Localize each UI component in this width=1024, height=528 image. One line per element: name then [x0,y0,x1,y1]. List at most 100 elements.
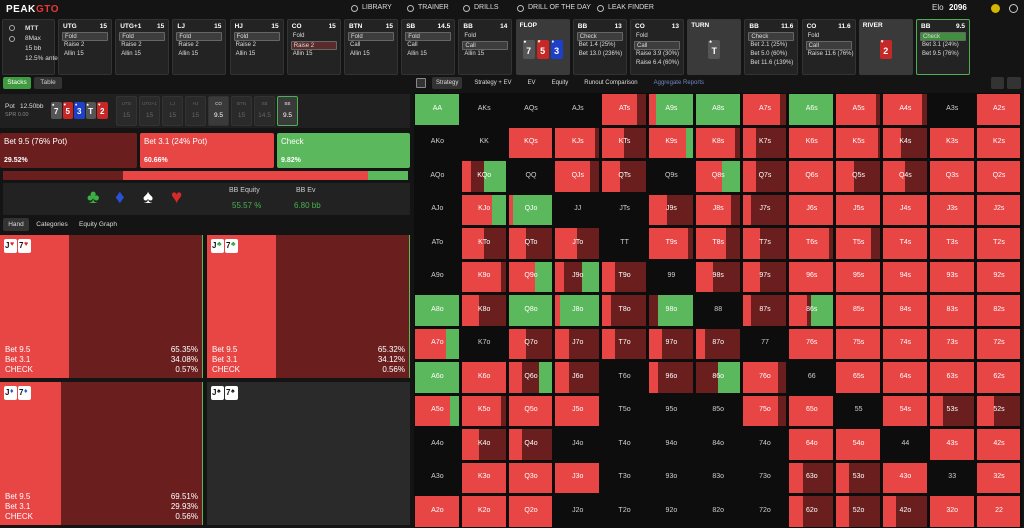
range-cell[interactable]: J2s [975,193,1023,227]
range-cell[interactable]: 52s [975,394,1023,428]
action-column[interactable]: BB 13 Check Bet 1.4 (25%) Bet 13.0 (236%) [572,19,627,75]
range-cell[interactable]: A4o [414,428,461,462]
action-column[interactable]: BB 11.6 Check Bet 2.1 (25%) Bet 5.0 (60%) Bet… [744,19,799,75]
range-cell[interactable]: K9o [460,260,508,294]
action-option[interactable]: Raise 2 [235,42,256,48]
range-cell[interactable]: KQo [460,160,508,194]
range-cell[interactable]: AJs [554,93,602,127]
range-cell[interactable]: Q5o [507,394,555,428]
range-cell[interactable]: Q6s [788,160,836,194]
range-cell[interactable]: K4o [460,428,508,462]
range-cell[interactable]: AQs [507,93,555,127]
action-option[interactable]: Bet 5.0 (60%) [750,51,788,57]
suit-filter[interactable]: ♣ [87,187,100,208]
range-cell[interactable]: KK [460,126,508,160]
range-cell[interactable]: 82o [694,495,742,528]
range-cell[interactable]: 95s [835,260,882,294]
range-cell[interactable]: 99 [648,260,695,294]
range-cell[interactable]: Q2o [507,495,555,528]
action-column[interactable]: BB 14 Fold Call Allin 15 [458,19,513,75]
left-tab[interactable]: Stacks [3,77,31,89]
action-option[interactable]: Fold [62,32,108,41]
range-cell[interactable]: 65o [788,394,836,428]
range-cell[interactable]: 42o [882,495,929,528]
range-cell[interactable]: T9o [601,260,648,294]
nav-item[interactable]: LIBRARY [362,4,392,11]
range-cell[interactable]: T2s [975,227,1023,261]
range-cell[interactable]: 32o [928,495,976,528]
range-cell[interactable]: Q8o [507,294,555,328]
info-icon[interactable] [9,36,15,42]
range-cell[interactable]: J9s [648,193,695,227]
range-cell[interactable]: A9s [648,93,695,127]
range-cell[interactable]: T8o [601,294,648,328]
range-cell[interactable]: A7s [741,93,789,127]
nav-item[interactable]: LEAK FINDER [608,4,654,11]
range-cell[interactable]: Q9s [648,160,695,194]
range-cell[interactable]: 33 [928,461,976,495]
range-cell[interactable]: T9s [648,227,695,261]
strategy-tab[interactable]: Runout Comparison [584,80,638,86]
action-option[interactable]: Fold [233,32,280,41]
action-option[interactable]: Fold [119,32,166,41]
range-cell[interactable]: Q7s [741,160,789,194]
action-option[interactable]: Call [462,41,509,50]
action-button[interactable]: Bet 3.1 (24% Pot) 60.66% [140,133,274,168]
range-cell[interactable]: 84s [882,294,929,328]
range-cell[interactable]: 98s [694,260,742,294]
range-cell[interactable]: 53o [835,461,882,495]
range-cell[interactable]: A5o [414,394,461,428]
action-option[interactable]: Bet 1.4 (25%) [578,42,616,48]
range-cell[interactable]: 54o [835,428,882,462]
range-cell[interactable]: K3s [928,126,976,160]
range-cell[interactable]: 83s [928,294,976,328]
action-option[interactable]: Check [576,32,623,41]
action-column[interactable]: CO 13 Fold Call Raise 3.9 (30%) Raise 6.4 (60… [630,19,684,75]
range-cell[interactable]: A3o [414,461,461,495]
action-option[interactable]: Bet 11.6 (139%) [750,60,794,66]
action-column[interactable]: UTG 15 Fold Raise 2 Allin 15 [58,19,112,75]
action-option[interactable]: Call [407,42,418,48]
range-cell[interactable]: ATs [601,93,648,127]
range-cell[interactable]: A3s [928,93,976,127]
action-column[interactable]: HJ 15 Fold Raise 2 Allin 15 [229,19,284,75]
range-cell[interactable]: J3o [554,461,602,495]
range-cell[interactable]: ATo [414,227,461,261]
range-cell[interactable]: QJo [507,193,555,227]
range-cell[interactable]: 75s [835,327,882,361]
range-cell[interactable]: 43o [882,461,929,495]
range-cell[interactable]: 94o [648,428,695,462]
range-cell[interactable]: 63o [788,461,836,495]
range-cell[interactable]: 73o [741,461,789,495]
range-cell[interactable]: 98o [648,294,695,328]
range-cell[interactable]: JTo [554,227,602,261]
range-cell[interactable]: Q3o [507,461,555,495]
range-cell[interactable]: 88 [694,294,742,328]
range-cell[interactable]: AQo [414,160,461,194]
action-column[interactable]: CO 15 Fold Raise 2 Allin 15 [286,19,341,75]
range-cell[interactable]: Q3s [928,160,976,194]
range-cell[interactable]: QTs [601,160,648,194]
range-cell[interactable]: K6o [460,361,508,395]
range-cell[interactable]: K3o [460,461,508,495]
range-cell[interactable]: A9o [414,260,461,294]
range-cell[interactable]: 97s [741,260,789,294]
range-cell[interactable]: AKs [460,93,508,127]
action-option[interactable]: Bet 3.1 (24%) [922,42,959,48]
range-cell[interactable]: 93s [928,260,976,294]
range-cell[interactable]: 63s [928,361,976,395]
range-cell[interactable]: J6o [554,361,602,395]
action-button[interactable]: Bet 9.5 (76% Pot) 29.52% [0,133,137,168]
range-cell[interactable]: T6o [601,361,648,395]
strategy-tab[interactable]: EV [527,80,536,86]
range-cell[interactable]: Q2s [975,160,1023,194]
range-cell[interactable]: 43s [928,428,976,462]
range-cell[interactable]: J6s [788,193,836,227]
range-cell[interactable]: T7o [601,327,648,361]
range-cell[interactable]: Q4o [507,428,555,462]
chat-icon[interactable] [991,4,1000,13]
range-cell[interactable]: AA [414,93,461,127]
action-option[interactable]: Bet 13.0 (236%) [578,51,623,57]
range-cell[interactable]: J5o [554,394,602,428]
range-cell[interactable]: 62o [788,495,836,528]
